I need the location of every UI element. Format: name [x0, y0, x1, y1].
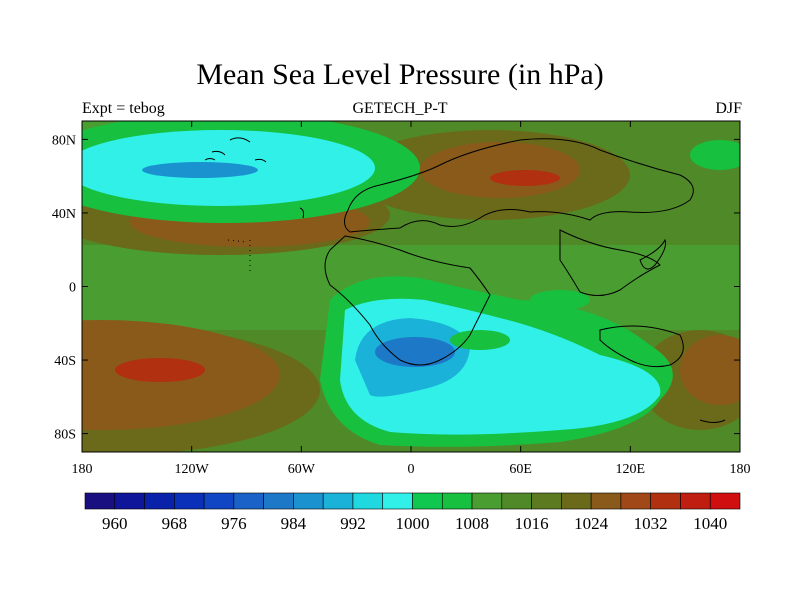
colorbar-swatch — [263, 492, 294, 510]
colorbar-label: 960 — [102, 514, 128, 533]
coast-africa — [324, 235, 491, 366]
field-south-pacific-core — [115, 358, 205, 382]
season-label: DJF — [715, 100, 742, 117]
colorbar-swatch — [233, 492, 264, 510]
colorbar-swatch — [412, 492, 443, 510]
colorbar-swatch — [471, 492, 503, 510]
coast-island-a — [299, 207, 305, 219]
colorbar-swatch — [441, 492, 473, 510]
coast-south-asia — [559, 229, 661, 296]
colorbar-swatch — [174, 492, 205, 510]
field-siberia-patch — [690, 140, 740, 170]
x-tick-label: 120W — [175, 462, 210, 477]
colorbar-swatch — [114, 492, 145, 510]
field-indian-patch — [530, 290, 590, 310]
field-madagascar-patch — [450, 330, 510, 350]
y-tick-label: 0 — [69, 281, 76, 296]
colorbar-label: 1032 — [634, 514, 668, 533]
y-tick-label: 80S — [54, 428, 76, 443]
experiment-label: Expt = tebog — [82, 100, 165, 117]
y-tick-label: 40N — [52, 207, 76, 222]
coast-eurasia — [344, 138, 694, 233]
colorbar-swatch — [620, 492, 651, 510]
colorbar-swatch — [709, 492, 741, 510]
colorbar-swatch — [203, 492, 235, 510]
x-tick-label: 0 — [408, 462, 415, 477]
colorbar-swatch — [501, 492, 532, 510]
y-axis: 80N 40N 0 40S 80S — [52, 133, 740, 443]
colorbar-swatch — [590, 492, 622, 510]
coast-new-zealand — [699, 419, 726, 423]
colorbar-label: 984 — [281, 514, 307, 533]
field-australian-high — [680, 335, 740, 405]
y-tick-label: 40S — [54, 354, 76, 369]
colorbar-label: 1000 — [396, 514, 430, 533]
field-north-low-core — [142, 162, 258, 178]
colorbar-label: 1040 — [693, 514, 727, 533]
x-tick-label: 60E — [509, 462, 532, 477]
colorbar-swatch — [322, 492, 354, 510]
chart-subtitle: GETECH_P-T — [352, 100, 448, 117]
colorbar-label: 1008 — [455, 514, 489, 533]
colorbar-swatch — [144, 492, 175, 510]
colorbar-swatch — [531, 492, 562, 510]
colorbar-swatch — [382, 492, 413, 510]
field-asian-high — [420, 142, 580, 198]
colorbar-label: 1016 — [515, 514, 549, 533]
colorbar-label: 968 — [162, 514, 188, 533]
x-tick-label: 120E — [616, 462, 646, 477]
colorbar-swatch — [680, 492, 711, 510]
field-asian-core — [490, 170, 560, 186]
colorbar-label: 992 — [340, 514, 366, 533]
colorbar-swatch — [650, 492, 681, 510]
field-south-low-core — [375, 337, 455, 367]
colorbar-swatch — [352, 492, 384, 510]
colorbar-label: 1024 — [574, 514, 609, 533]
pressure-field — [82, 121, 740, 452]
x-tick-label: 60W — [288, 462, 316, 477]
coast-island-chain-2 — [227, 239, 247, 243]
colorbar-label: 976 — [221, 514, 247, 533]
colorbar-swatch — [293, 492, 324, 510]
coast-australia — [599, 325, 684, 368]
y-tick-label: 80N — [52, 133, 76, 148]
x-tick-label: 180 — [730, 462, 751, 477]
colorbar-swatch — [561, 492, 592, 510]
coastlines — [204, 137, 726, 423]
x-tick-label: 180 — [72, 462, 93, 477]
coast-arctic-islands — [204, 137, 267, 163]
coast-japan — [639, 238, 666, 270]
colorbar-swatch — [84, 492, 116, 510]
chart-title: Mean Sea Level Pressure (in hPa) — [196, 58, 604, 91]
x-axis: 180 120W 60W 0 60E 120E 180 — [72, 121, 751, 477]
colorbar: 960 968 976 984 992 1000 1008 1016 1024 1032 1040 — [84, 492, 741, 533]
